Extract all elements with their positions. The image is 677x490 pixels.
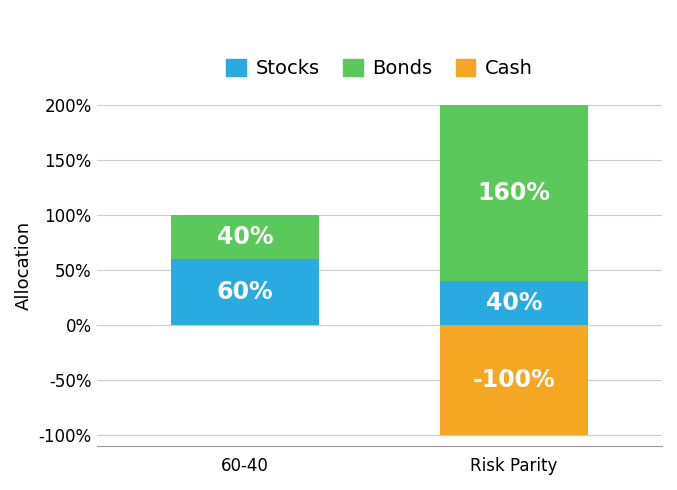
Text: 40%: 40% xyxy=(486,291,542,315)
Y-axis label: Allocation: Allocation xyxy=(15,221,33,310)
Text: 60%: 60% xyxy=(217,280,274,304)
Text: 40%: 40% xyxy=(217,225,274,249)
Bar xyxy=(440,281,588,325)
Bar xyxy=(440,325,588,435)
Legend: Stocks, Bonds, Cash: Stocks, Bonds, Cash xyxy=(219,51,540,86)
Text: 160%: 160% xyxy=(477,181,550,205)
Bar xyxy=(440,105,588,281)
Text: -100%: -100% xyxy=(473,368,555,392)
Bar xyxy=(171,215,319,259)
Bar xyxy=(171,259,319,325)
